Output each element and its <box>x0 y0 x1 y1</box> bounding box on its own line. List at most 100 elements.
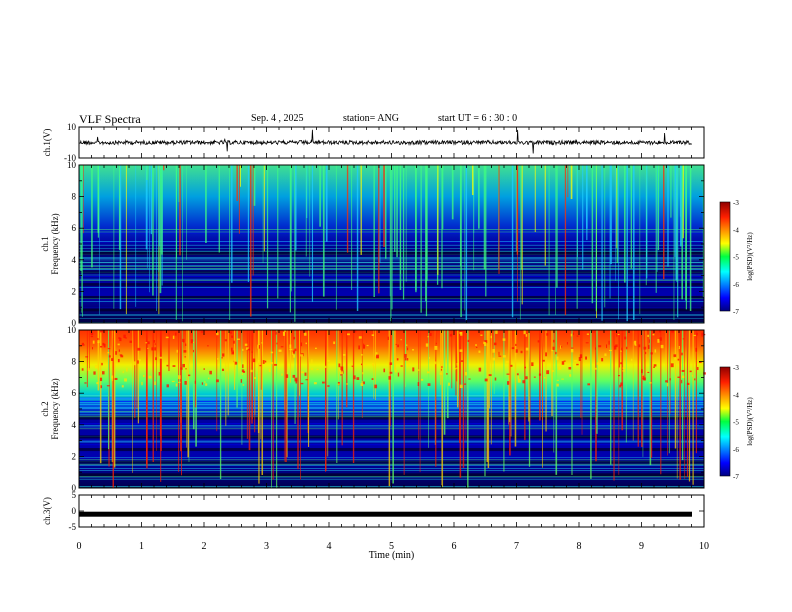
hot-pixel <box>305 342 308 345</box>
dark-band <box>79 295 704 299</box>
hot-pixel <box>85 356 89 358</box>
hot-pixel <box>686 382 690 385</box>
y-tick-label: -5 <box>69 522 77 532</box>
hot-pixel <box>673 358 677 360</box>
hot-pixel <box>231 347 233 352</box>
hot-pixel <box>579 354 583 359</box>
hot-pixel <box>81 342 84 345</box>
hot-pixel <box>123 334 126 339</box>
hot-pixel <box>429 332 432 337</box>
colorbar-label: log(PSD)(V²/Hz) <box>746 397 754 446</box>
hot-pixel <box>310 368 314 370</box>
hot-pixel <box>185 343 187 346</box>
hot-pixel <box>601 357 604 362</box>
hot-pixel <box>620 362 622 365</box>
ch1-trace <box>78 129 692 154</box>
x-tick-label: 5 <box>389 541 394 552</box>
hot-pixel <box>427 371 430 374</box>
hot-pixel <box>81 344 85 346</box>
hot-pixel <box>360 382 364 387</box>
hot-pixel <box>456 362 460 366</box>
hot-pixel <box>118 349 121 352</box>
y-tick-label: 5 <box>72 490 77 500</box>
hot-pixel <box>406 347 409 351</box>
hot-pixel <box>395 343 397 346</box>
hot-pixel <box>111 375 114 379</box>
hot-pixel <box>313 382 317 385</box>
hot-pixel <box>364 364 368 366</box>
hot-pixel <box>566 342 569 345</box>
hot-pixel <box>583 363 586 365</box>
hot-pixel <box>270 362 274 365</box>
hot-pixel <box>621 347 623 351</box>
x-tick-label: 8 <box>577 541 582 552</box>
hot-pixel <box>188 374 191 377</box>
hot-pixel <box>353 375 356 380</box>
dark-band <box>79 435 704 439</box>
hot-pixel <box>490 335 493 339</box>
hot-pixel <box>106 385 110 387</box>
hot-pixel <box>647 345 650 349</box>
hot-pixel <box>100 385 103 389</box>
y-tick-label: 6 <box>72 388 77 398</box>
hot-pixel <box>624 336 627 340</box>
dark-band <box>79 416 704 420</box>
hot-pixel <box>673 354 677 357</box>
colorbar-tick-label: -4 <box>733 226 739 234</box>
hot-pixel <box>537 340 540 343</box>
hot-pixel <box>467 339 470 343</box>
hot-pixel <box>124 337 128 339</box>
hot-pixel <box>99 377 103 382</box>
hot-pixel <box>274 363 277 366</box>
hot-pixel <box>570 348 574 353</box>
hot-pixel <box>645 351 647 355</box>
hot-pixel <box>375 352 378 357</box>
hot-pixel <box>224 339 228 342</box>
hot-pixel <box>573 332 575 335</box>
hot-pixel <box>642 375 645 380</box>
hot-pixel <box>165 336 169 339</box>
hot-pixel <box>654 349 657 353</box>
x-tick-label: 4 <box>327 541 332 552</box>
hot-pixel <box>278 349 282 352</box>
hot-pixel <box>498 351 500 356</box>
hot-pixel <box>427 336 429 338</box>
figure-title: VLF Spectra <box>79 112 141 126</box>
hot-pixel <box>542 359 545 362</box>
hot-pixel <box>92 340 95 344</box>
hot-pixel <box>172 365 176 367</box>
hot-pixel <box>346 383 349 385</box>
hot-pixel <box>252 358 256 363</box>
hot-pixel <box>441 366 443 368</box>
hot-pixel <box>703 372 706 375</box>
hot-pixel <box>221 357 223 359</box>
hot-pixel <box>552 346 555 350</box>
hot-pixel <box>304 332 307 336</box>
hot-pixel <box>503 355 506 358</box>
y-tick-label: 10 <box>67 325 77 335</box>
hot-pixel <box>129 340 133 343</box>
hot-pixel <box>333 341 336 345</box>
hot-pixel <box>383 368 386 373</box>
hot-pixel <box>576 363 579 366</box>
hot-pixel <box>203 368 205 370</box>
hot-pixel <box>240 379 243 383</box>
colorbar-tick-label: -4 <box>733 391 739 399</box>
hot-pixel <box>460 332 463 336</box>
hot-pixel <box>446 373 448 375</box>
hot-pixel <box>300 354 304 357</box>
colorbar-tick-label: -7 <box>733 473 739 481</box>
hot-pixel <box>362 372 364 375</box>
hot-pixel <box>493 342 497 346</box>
hot-pixel <box>289 344 292 349</box>
hot-pixel <box>371 362 374 366</box>
hot-pixel <box>484 378 488 382</box>
hot-pixel <box>145 342 148 344</box>
hot-pixel <box>177 375 181 379</box>
hot-pixel <box>190 339 194 344</box>
hot-pixel <box>342 354 346 356</box>
y-tick-label: 8 <box>72 357 77 367</box>
hot-pixel <box>643 377 646 381</box>
hot-pixel <box>622 370 625 372</box>
hot-pixel <box>695 347 698 352</box>
